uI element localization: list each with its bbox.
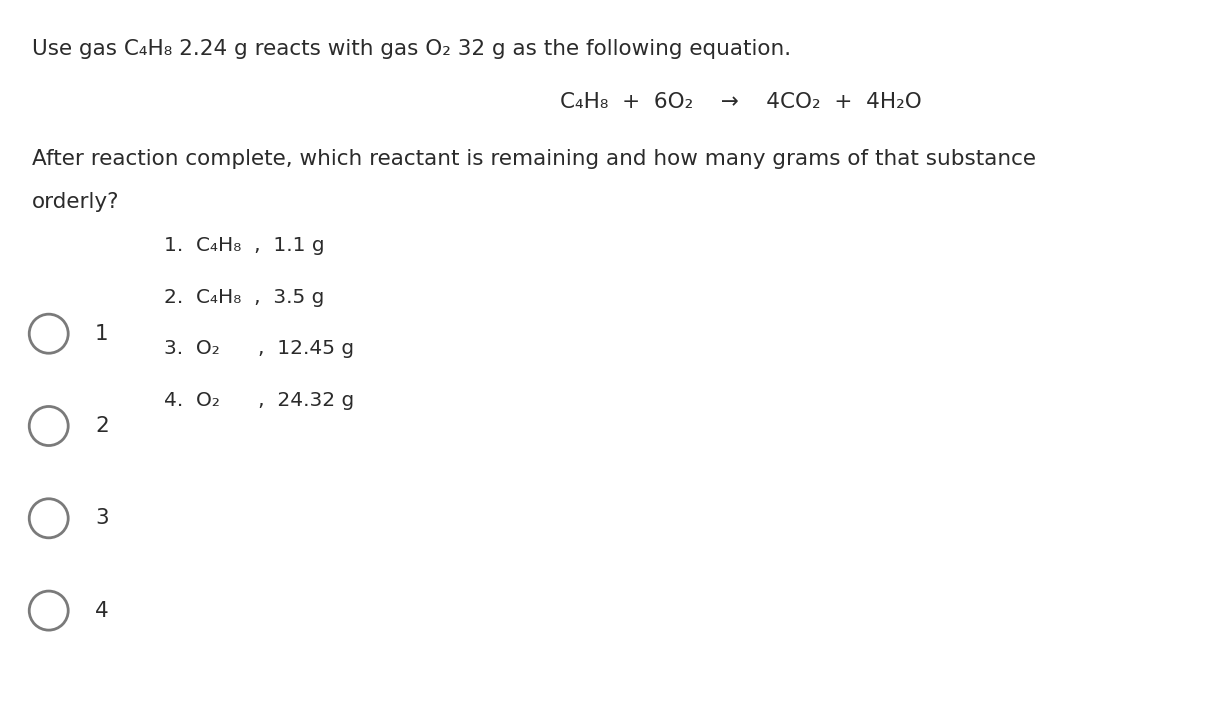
Text: 1: 1 — [95, 324, 108, 344]
Text: 1.  C₄H₈  ,  1.1 g: 1. C₄H₈ , 1.1 g — [164, 236, 325, 255]
Text: 2: 2 — [95, 416, 108, 436]
Text: 3.  O₂      ,  12.45 g: 3. O₂ , 12.45 g — [164, 339, 354, 359]
Text: orderly?: orderly? — [32, 192, 119, 212]
Text: 4: 4 — [95, 601, 108, 621]
Text: After reaction complete, which reactant is remaining and how many grams of that : After reaction complete, which reactant … — [32, 149, 1035, 169]
Text: 4.  O₂      ,  24.32 g: 4. O₂ , 24.32 g — [164, 391, 354, 410]
Text: 2.  C₄H₈  ,  3.5 g: 2. C₄H₈ , 3.5 g — [164, 288, 325, 307]
Text: C₄H₈  +  6O₂    →    4CO₂  +  4H₂O: C₄H₈ + 6O₂ → 4CO₂ + 4H₂O — [560, 92, 922, 112]
Text: 3: 3 — [95, 508, 108, 528]
Text: Use gas C₄H₈ 2.24 g reacts with gas O₂ 32 g as the following equation.: Use gas C₄H₈ 2.24 g reacts with gas O₂ 3… — [32, 39, 790, 59]
